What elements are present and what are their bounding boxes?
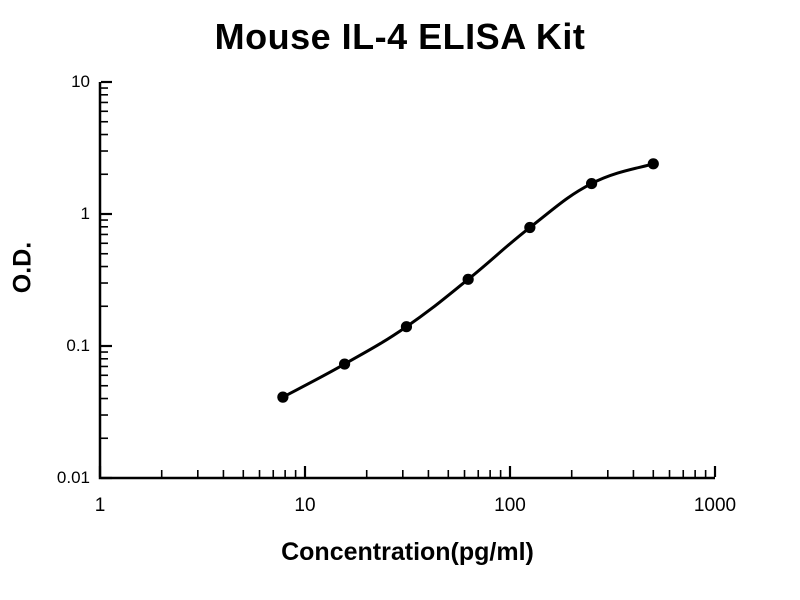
- x-axis-ticks: [98, 466, 717, 477]
- axis-lines: [98, 82, 715, 480]
- data-point-marker: [647, 158, 659, 170]
- x-tick-label: 100: [494, 495, 526, 516]
- y-tick-label: 0.01: [56, 468, 90, 487]
- y-tick-label: 10: [71, 72, 90, 91]
- data-point-marker: [338, 358, 351, 370]
- data-markers: [277, 158, 659, 403]
- x-tick-label: 1000: [693, 495, 737, 516]
- data-point-marker: [524, 221, 536, 234]
- chart-title: Mouse IL-4 ELISA Kit: [214, 16, 586, 57]
- data-point-marker: [585, 177, 598, 190]
- y-axis-title: O.D.: [8, 241, 37, 294]
- y-axis-ticks: [101, 80, 112, 480]
- y-tick-label: 1: [80, 204, 90, 223]
- data-point-marker: [400, 321, 413, 333]
- x-tick-label: 1: [94, 495, 106, 516]
- y-tick-label: 0.1: [66, 336, 90, 355]
- data-point-marker: [277, 391, 289, 403]
- x-axis-title: Concentration(pg/ml): [281, 538, 534, 566]
- data-point-marker: [462, 273, 474, 285]
- x-tick-label: 10: [294, 495, 316, 516]
